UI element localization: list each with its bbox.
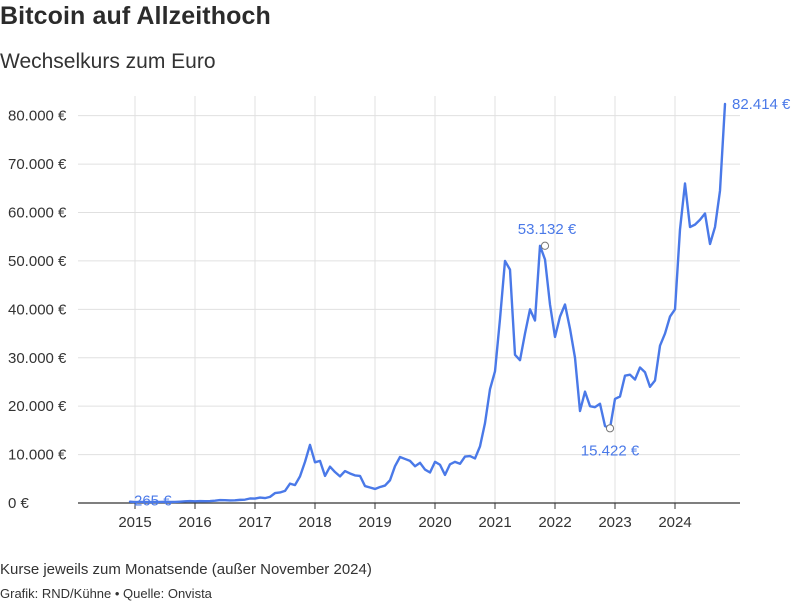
y-tick-label: 40.000 € [8,301,67,318]
y-tick-label: 10.000 € [8,447,67,464]
x-tick-label: 2022 [538,514,571,531]
annotation-marker [605,424,615,433]
bitcoin-price-line [128,102,727,504]
annotation-label: 82.414 € [732,96,791,113]
chart-title: Bitcoin auf Allzeithoch [0,2,271,30]
y-tick-label: 70.000 € [8,156,67,173]
line-chart: 0 € 10.000 € 20.000 € 30.000 € 40.000 € 50.00… [8,96,791,531]
y-tick-label: 50.000 € [8,253,67,270]
x-tick-label: 2018 [298,514,331,531]
annotation-label: 265 € [134,493,172,510]
chart-subtitle: Wechselkurs zum Euro [0,50,216,73]
x-tick-label: 2017 [238,514,271,531]
x-tick-label: 2016 [178,514,211,531]
x-tick-label: 2015 [118,514,151,531]
y-tick-label: 80.000 € [8,108,67,125]
annotation-label: 15.422 € [581,442,640,459]
x-tick-label: 2023 [598,514,631,531]
y-tick-label: 30.000 € [8,350,67,367]
annotation-label: 53.132 € [518,221,577,238]
x-tick-label: 2020 [418,514,451,531]
y-tick-label: 20.000 € [8,398,67,415]
x-tick-label: 2021 [478,514,511,531]
x-tick-label: 2024 [658,514,691,531]
y-tick-label: 0 € [8,495,30,512]
annotation-marker [540,241,550,250]
x-tick-label: 2019 [358,514,391,531]
chart-note: Kurse jeweils zum Monatsende (außer Nove… [0,561,372,578]
chart-source: Grafik: RND/Kühne • Quelle: Onvista [0,586,212,601]
y-tick-label: 60.000 € [8,205,67,222]
